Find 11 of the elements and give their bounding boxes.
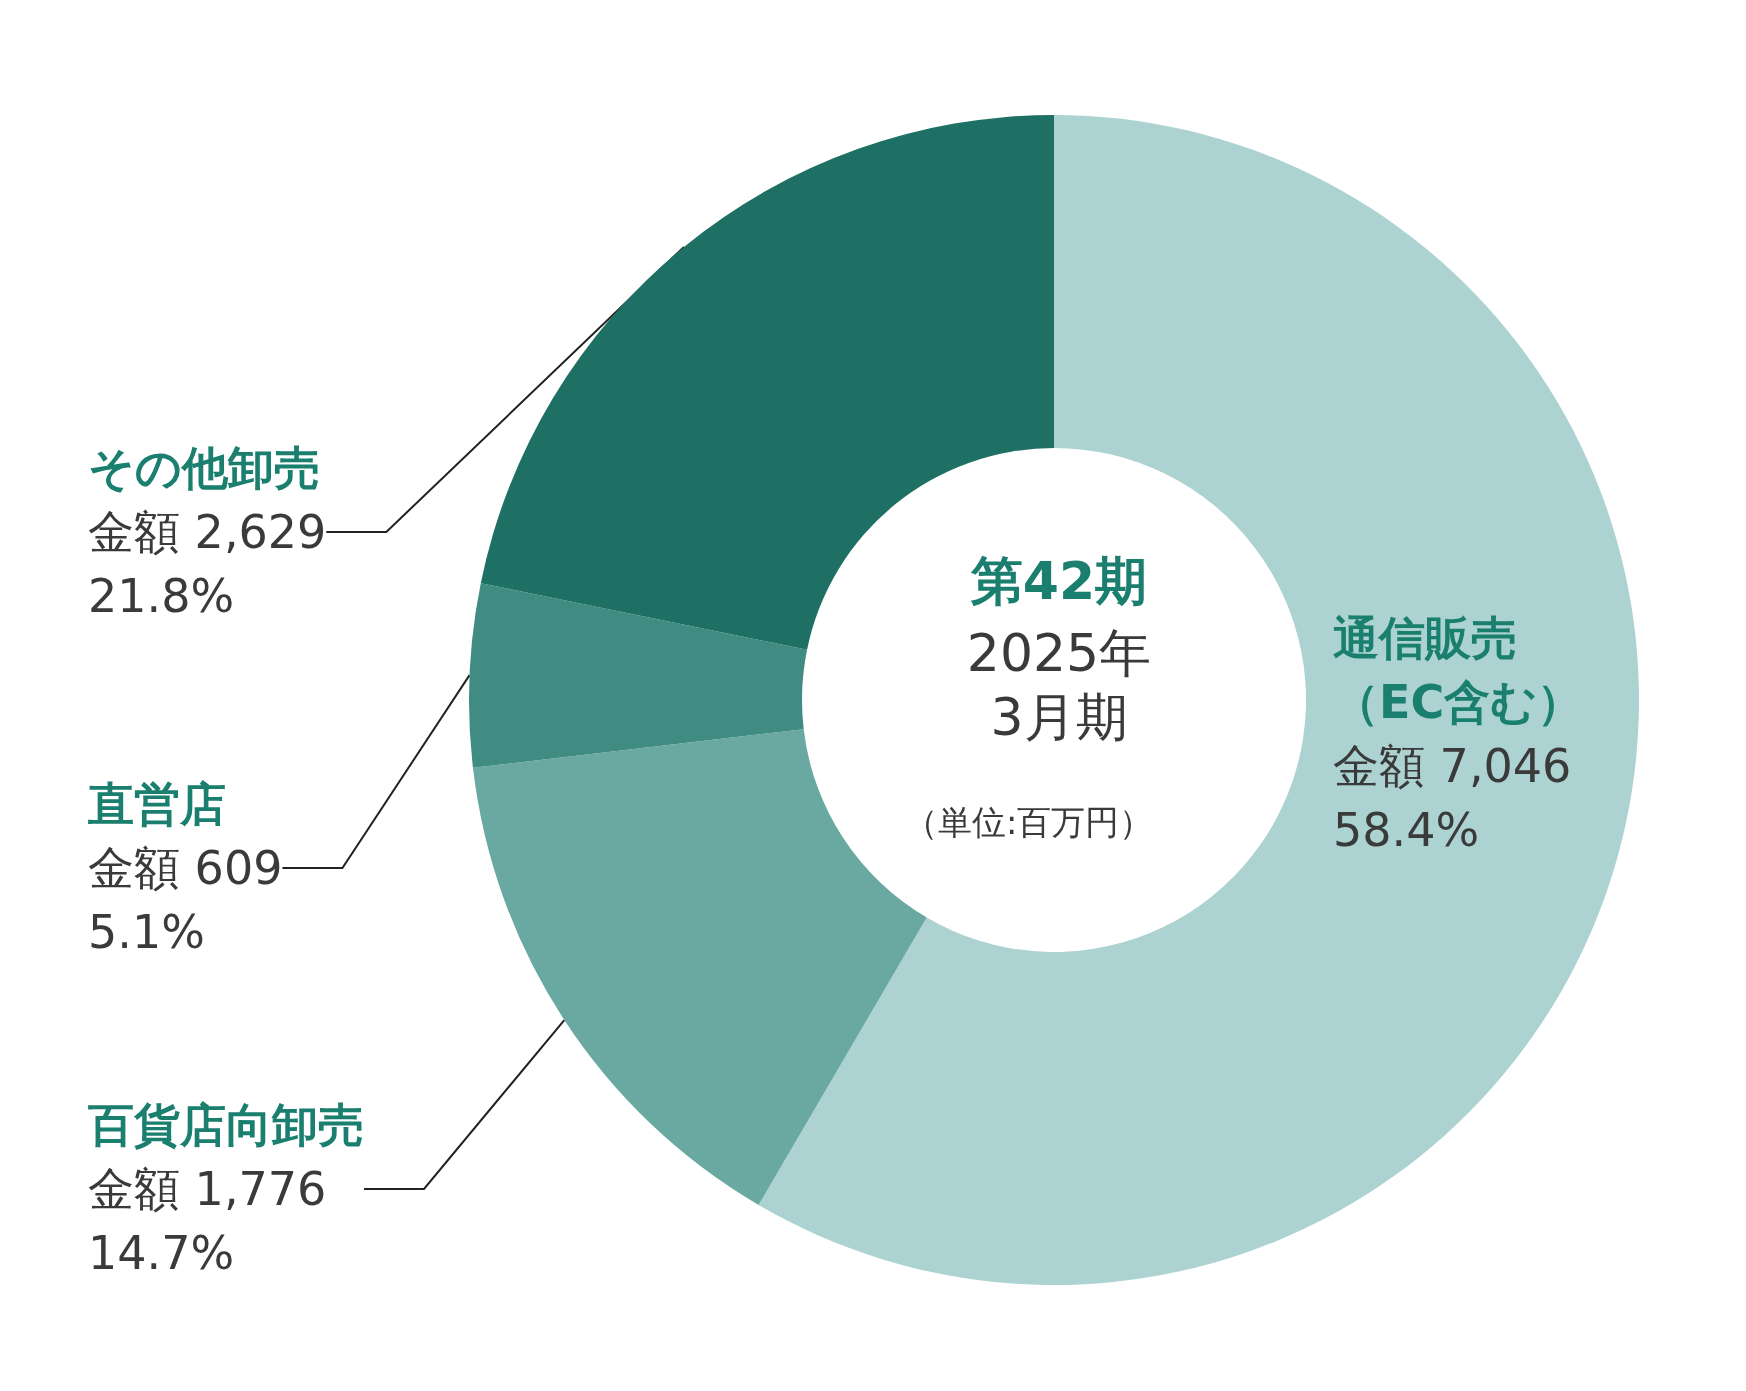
slice-label: 直営店: [87, 777, 226, 831]
slice-label: 通信販売（EC含む）: [1333, 611, 1584, 729]
data-label: 金額 7,046 58.4%: [1333, 739, 1572, 857]
text: 2025年 3月期: [966, 623, 1152, 747]
text: （単位:百万円）: [904, 802, 1154, 842]
text: 第42期: [969, 551, 1148, 611]
data-label: 金額 609 5.1%: [88, 841, 283, 959]
slice-label: その他卸売: [88, 441, 320, 495]
slice-label: 百貨店向卸売: [87, 1098, 364, 1152]
data-label: 金額 1,776 14.7%: [88, 1162, 327, 1280]
data-label: 金額 2,629 21.8%: [88, 505, 327, 623]
